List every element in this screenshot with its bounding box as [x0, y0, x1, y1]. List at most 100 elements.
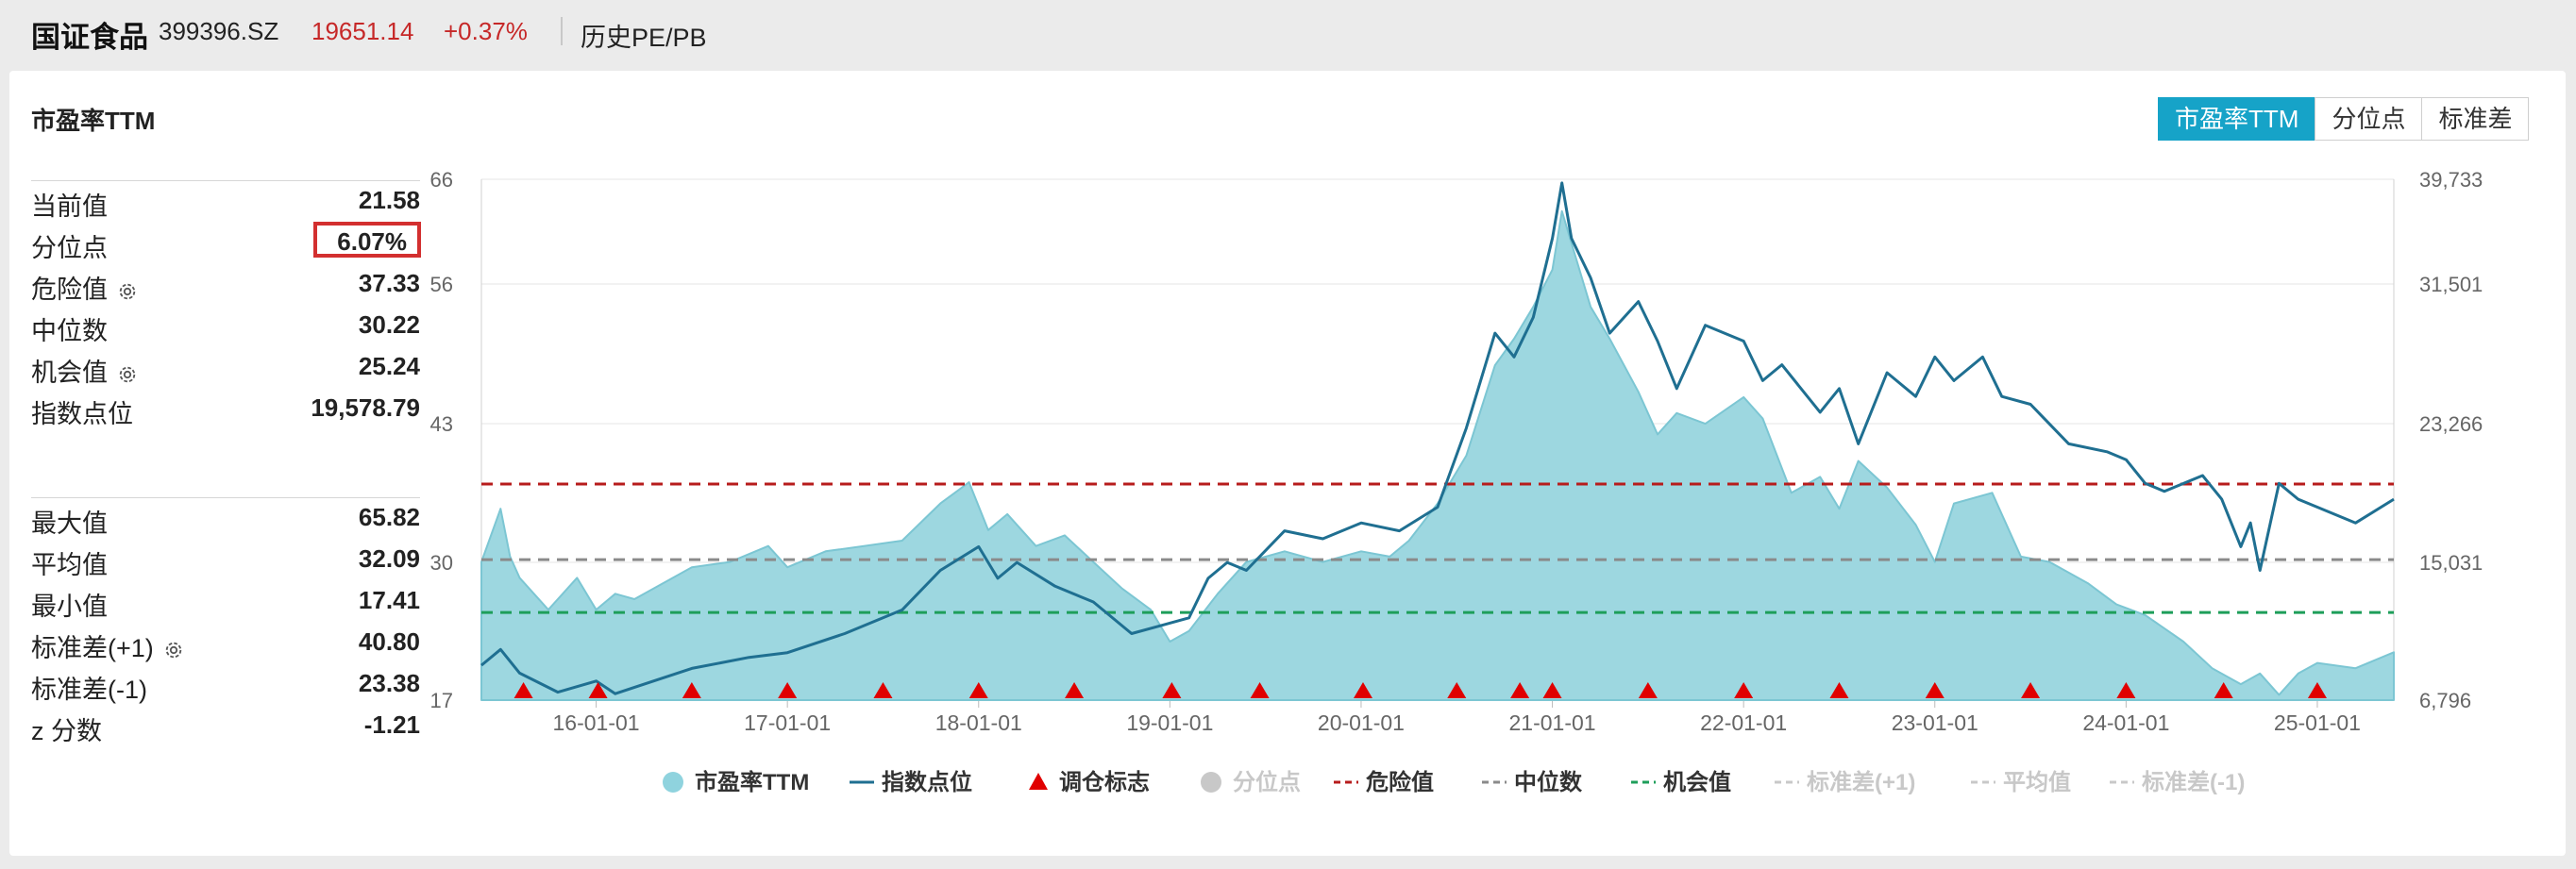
- stat-label: 标准差(-1): [31, 676, 147, 704]
- x-tick-label: 18-01-01: [935, 710, 1022, 735]
- pe-chart[interactable]: 66 56 43 30 17 39,733 31,501 23,266 15,031 6,796 1…: [9, 71, 2566, 856]
- stat-mean: 平均值 32.09: [31, 544, 420, 582]
- y-left-tick-label: 66: [430, 168, 453, 192]
- stat-label: 最小值: [31, 593, 108, 621]
- x-tick-label: 21-01-01: [1509, 710, 1596, 735]
- legend-item[interactable]: 中位数: [1482, 769, 1583, 795]
- stat-label-wrap: 危险值: [31, 269, 138, 306]
- tab-pe-ttm[interactable]: 市盈率TTM: [2158, 97, 2316, 141]
- x-tick-label: 20-01-01: [1318, 710, 1405, 735]
- y-right-tick-label: 31,501: [2419, 273, 2483, 296]
- legend-label: 标准差(+1): [1807, 769, 1915, 795]
- legend-label: 平均值: [2003, 769, 2071, 795]
- pe-ttm-area: [480, 209, 2395, 701]
- stat-label-wrap: 机会值: [31, 352, 138, 389]
- legend-label: 调仓标志: [1059, 769, 1150, 795]
- legend-item[interactable]: 机会值: [1631, 769, 1731, 795]
- x-tick-label: 23-01-01: [1892, 710, 1978, 735]
- legend-label: 中位数: [1514, 769, 1583, 795]
- x-tick-label: 17-01-01: [744, 710, 831, 735]
- adjustment-marker: [1510, 682, 1530, 698]
- stat-value: 6.07%: [337, 227, 407, 256]
- y-right-tick-label: 23,266: [2419, 412, 2483, 436]
- legend-item[interactable]: 分位点: [1201, 769, 1301, 795]
- legend-label: 机会值: [1663, 769, 1731, 795]
- adjustment-marker: [1447, 682, 1467, 698]
- y-right-tick-label: 39,733: [2419, 168, 2483, 192]
- stat-label: 机会值: [31, 359, 108, 387]
- adjustment-marker: [2307, 682, 2327, 698]
- legend-item[interactable]: 指数点位: [850, 769, 972, 795]
- stat-value: 37.33: [358, 269, 420, 297]
- legend-label: 分位点: [1233, 769, 1301, 795]
- stat-label: 平均值: [31, 551, 108, 579]
- adjustment-marker: [2214, 682, 2233, 698]
- stat-value: 30.22: [358, 310, 420, 339]
- y-right-tick-label: 6,796: [2419, 689, 2471, 712]
- stat-label: 指数点位: [31, 400, 133, 428]
- y-left-tick-label: 43: [430, 412, 453, 436]
- y-left-tick-label: 17: [430, 689, 453, 712]
- gear-icon[interactable]: [117, 281, 138, 302]
- legend-item[interactable]: 调仓标志: [1029, 769, 1150, 795]
- stat-median: 中位数 30.22: [31, 310, 420, 348]
- adjustment-marker: [968, 682, 988, 698]
- history-pe-pb-link[interactable]: 历史PE/PB: [581, 24, 707, 52]
- adjustment-marker: [1638, 682, 1658, 698]
- legend-item[interactable]: 危险值: [1334, 769, 1434, 795]
- adjustment-marker: [1250, 682, 1270, 698]
- y-left-tick-label: 56: [430, 273, 453, 296]
- stat-std-plus-1: 标准差(+1) 40.80: [31, 627, 420, 665]
- index-code: 399396.SZ: [159, 17, 279, 45]
- stat-value: 25.24: [358, 352, 420, 380]
- adjustment-marker: [1542, 682, 1562, 698]
- stat-label: z 分数: [31, 717, 103, 745]
- adjustment-marker: [514, 682, 533, 698]
- tab-std-dev[interactable]: 标准差: [2421, 97, 2530, 141]
- gear-icon[interactable]: [163, 640, 184, 660]
- x-tick-label: 24-01-01: [2082, 710, 2169, 735]
- stat-label: 危险值: [31, 276, 108, 304]
- index-change: +0.37%: [444, 17, 528, 45]
- adjustment-marker: [1162, 682, 1182, 698]
- adjustment-marker: [1065, 682, 1085, 698]
- legend-triangle-icon: [1029, 773, 1048, 790]
- legend-item[interactable]: 标准差(-1): [2110, 769, 2245, 795]
- stat-value: -1.21: [363, 710, 420, 739]
- stat-label: 标准差(+1): [31, 634, 154, 662]
- adjustment-marker: [1734, 682, 1754, 698]
- stat-label-wrap: 标准差(+1): [31, 627, 184, 664]
- stat-value: 65.82: [358, 503, 420, 531]
- stat-max: 最大值 65.82: [31, 503, 420, 541]
- gear-icon[interactable]: [117, 364, 138, 385]
- y-right-tick-label: 15,031: [2419, 551, 2483, 575]
- stat-label: 中位数: [31, 317, 108, 345]
- legend-dot-icon: [1201, 772, 1221, 793]
- legend-label: 标准差(-1): [2142, 769, 2245, 795]
- x-tick-label: 25-01-01: [2274, 710, 2361, 735]
- stat-value: 21.58: [358, 186, 420, 214]
- legend-item[interactable]: 标准差(+1): [1775, 769, 1915, 795]
- stat-value: 19,578.79: [311, 393, 420, 422]
- y-left-tick-label: 30: [430, 551, 453, 575]
- legend-item[interactable]: 平均值: [1971, 769, 2071, 795]
- stats-divider-bottom: [31, 497, 420, 498]
- valuation-card: 市盈率TTM 市盈率TTM 分位点 标准差 当前值 21.58 分位点 6.07…: [9, 71, 2566, 856]
- stat-value: 17.41: [358, 586, 420, 614]
- index-price: 19651.14: [311, 17, 414, 45]
- adjustment-marker: [1925, 682, 1945, 698]
- stat-std-minus-1: 标准差(-1) 23.38: [31, 669, 420, 707]
- header-divider: [561, 17, 563, 45]
- stats-divider-top: [31, 180, 420, 181]
- x-tick-label: 16-01-01: [553, 710, 640, 735]
- legend-item[interactable]: 市盈率TTM: [663, 769, 809, 795]
- stat-label: 分位点: [31, 234, 108, 262]
- adjustment-marker: [873, 682, 893, 698]
- stat-label: 当前值: [31, 192, 108, 221]
- metric-tabs: 市盈率TTM 分位点 标准差: [2158, 97, 2530, 141]
- card-title: 市盈率TTM: [31, 107, 156, 135]
- stat-value: 23.38: [358, 669, 420, 697]
- adjustment-marker: [682, 682, 701, 698]
- x-tick-label: 19-01-01: [1126, 710, 1213, 735]
- stat-percentile: 分位点 6.07%: [31, 227, 420, 265]
